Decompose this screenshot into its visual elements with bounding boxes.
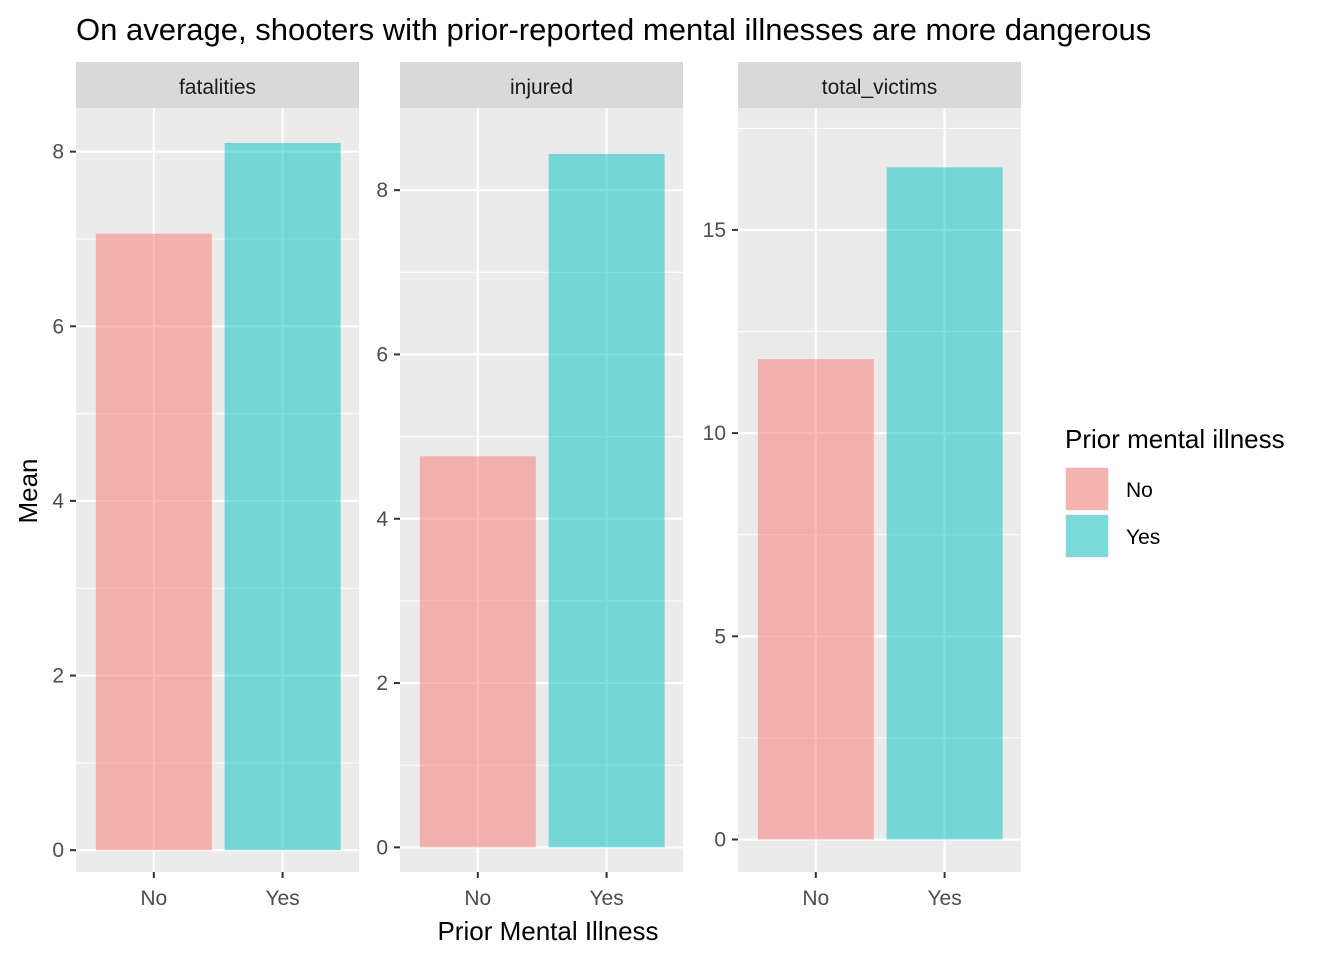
- y-tick-label: 15: [703, 219, 726, 242]
- y-tick-label: 4: [376, 508, 388, 531]
- facet-strip: [76, 62, 359, 108]
- legend-key-no: [1066, 468, 1108, 510]
- x-tick-label: No: [140, 887, 167, 910]
- y-tick-label: 4: [52, 490, 64, 513]
- legend-label: Yes: [1126, 526, 1160, 549]
- legend-title: Prior mental illness: [1065, 424, 1285, 454]
- y-tick-label: 2: [376, 672, 388, 695]
- bar-fatalities-yes: [224, 142, 341, 851]
- y-tick-label: 0: [376, 836, 388, 859]
- chart-title: On average, shooters with prior-reported…: [76, 12, 1151, 47]
- y-tick-label: 6: [52, 315, 64, 338]
- y-tick-label: 0: [52, 839, 64, 862]
- bar-total_victims-no: [757, 359, 874, 840]
- x-axis-title: Prior Mental Illness: [437, 916, 658, 946]
- bar-injured-yes: [548, 154, 665, 848]
- bar-injured-no: [419, 456, 536, 848]
- y-tick-label: 8: [52, 141, 64, 164]
- legend-key-yes: [1066, 515, 1108, 557]
- y-tick-label: 2: [52, 665, 64, 688]
- legend: Prior mental illness No Yes: [1065, 424, 1285, 558]
- bar-fatalities-no: [95, 233, 212, 851]
- x-tick-label: No: [802, 887, 829, 910]
- y-tick-label: 6: [376, 343, 388, 366]
- facet-strip-label: total_victims: [822, 76, 938, 99]
- y-tick-label: 8: [376, 179, 388, 202]
- x-tick-label: Yes: [589, 887, 623, 910]
- facet-strip: [400, 62, 683, 108]
- y-tick-label: 0: [714, 828, 726, 851]
- facet-panel-total_victims: total_victims 0 5 10 15 No Yes: [703, 62, 1021, 910]
- x-tick-label: Yes: [927, 887, 961, 910]
- facet-panel-fatalities: fatalities 0 2 4 6 8 No Yes: [52, 62, 359, 910]
- bar-total_victims-yes: [886, 167, 1003, 840]
- facet-panel-injured: injured 0 2 4 6 8 No Yes: [376, 62, 683, 910]
- facet-strip: [738, 62, 1021, 108]
- facet-strip-label: injured: [510, 76, 573, 99]
- y-tick-label: 10: [703, 422, 726, 445]
- y-axis-title: Mean: [13, 458, 43, 523]
- facet-strip-label: fatalities: [179, 76, 256, 99]
- legend-label: No: [1126, 479, 1153, 502]
- y-tick-label: 5: [714, 625, 726, 648]
- x-tick-label: Yes: [265, 887, 299, 910]
- x-tick-label: No: [464, 887, 491, 910]
